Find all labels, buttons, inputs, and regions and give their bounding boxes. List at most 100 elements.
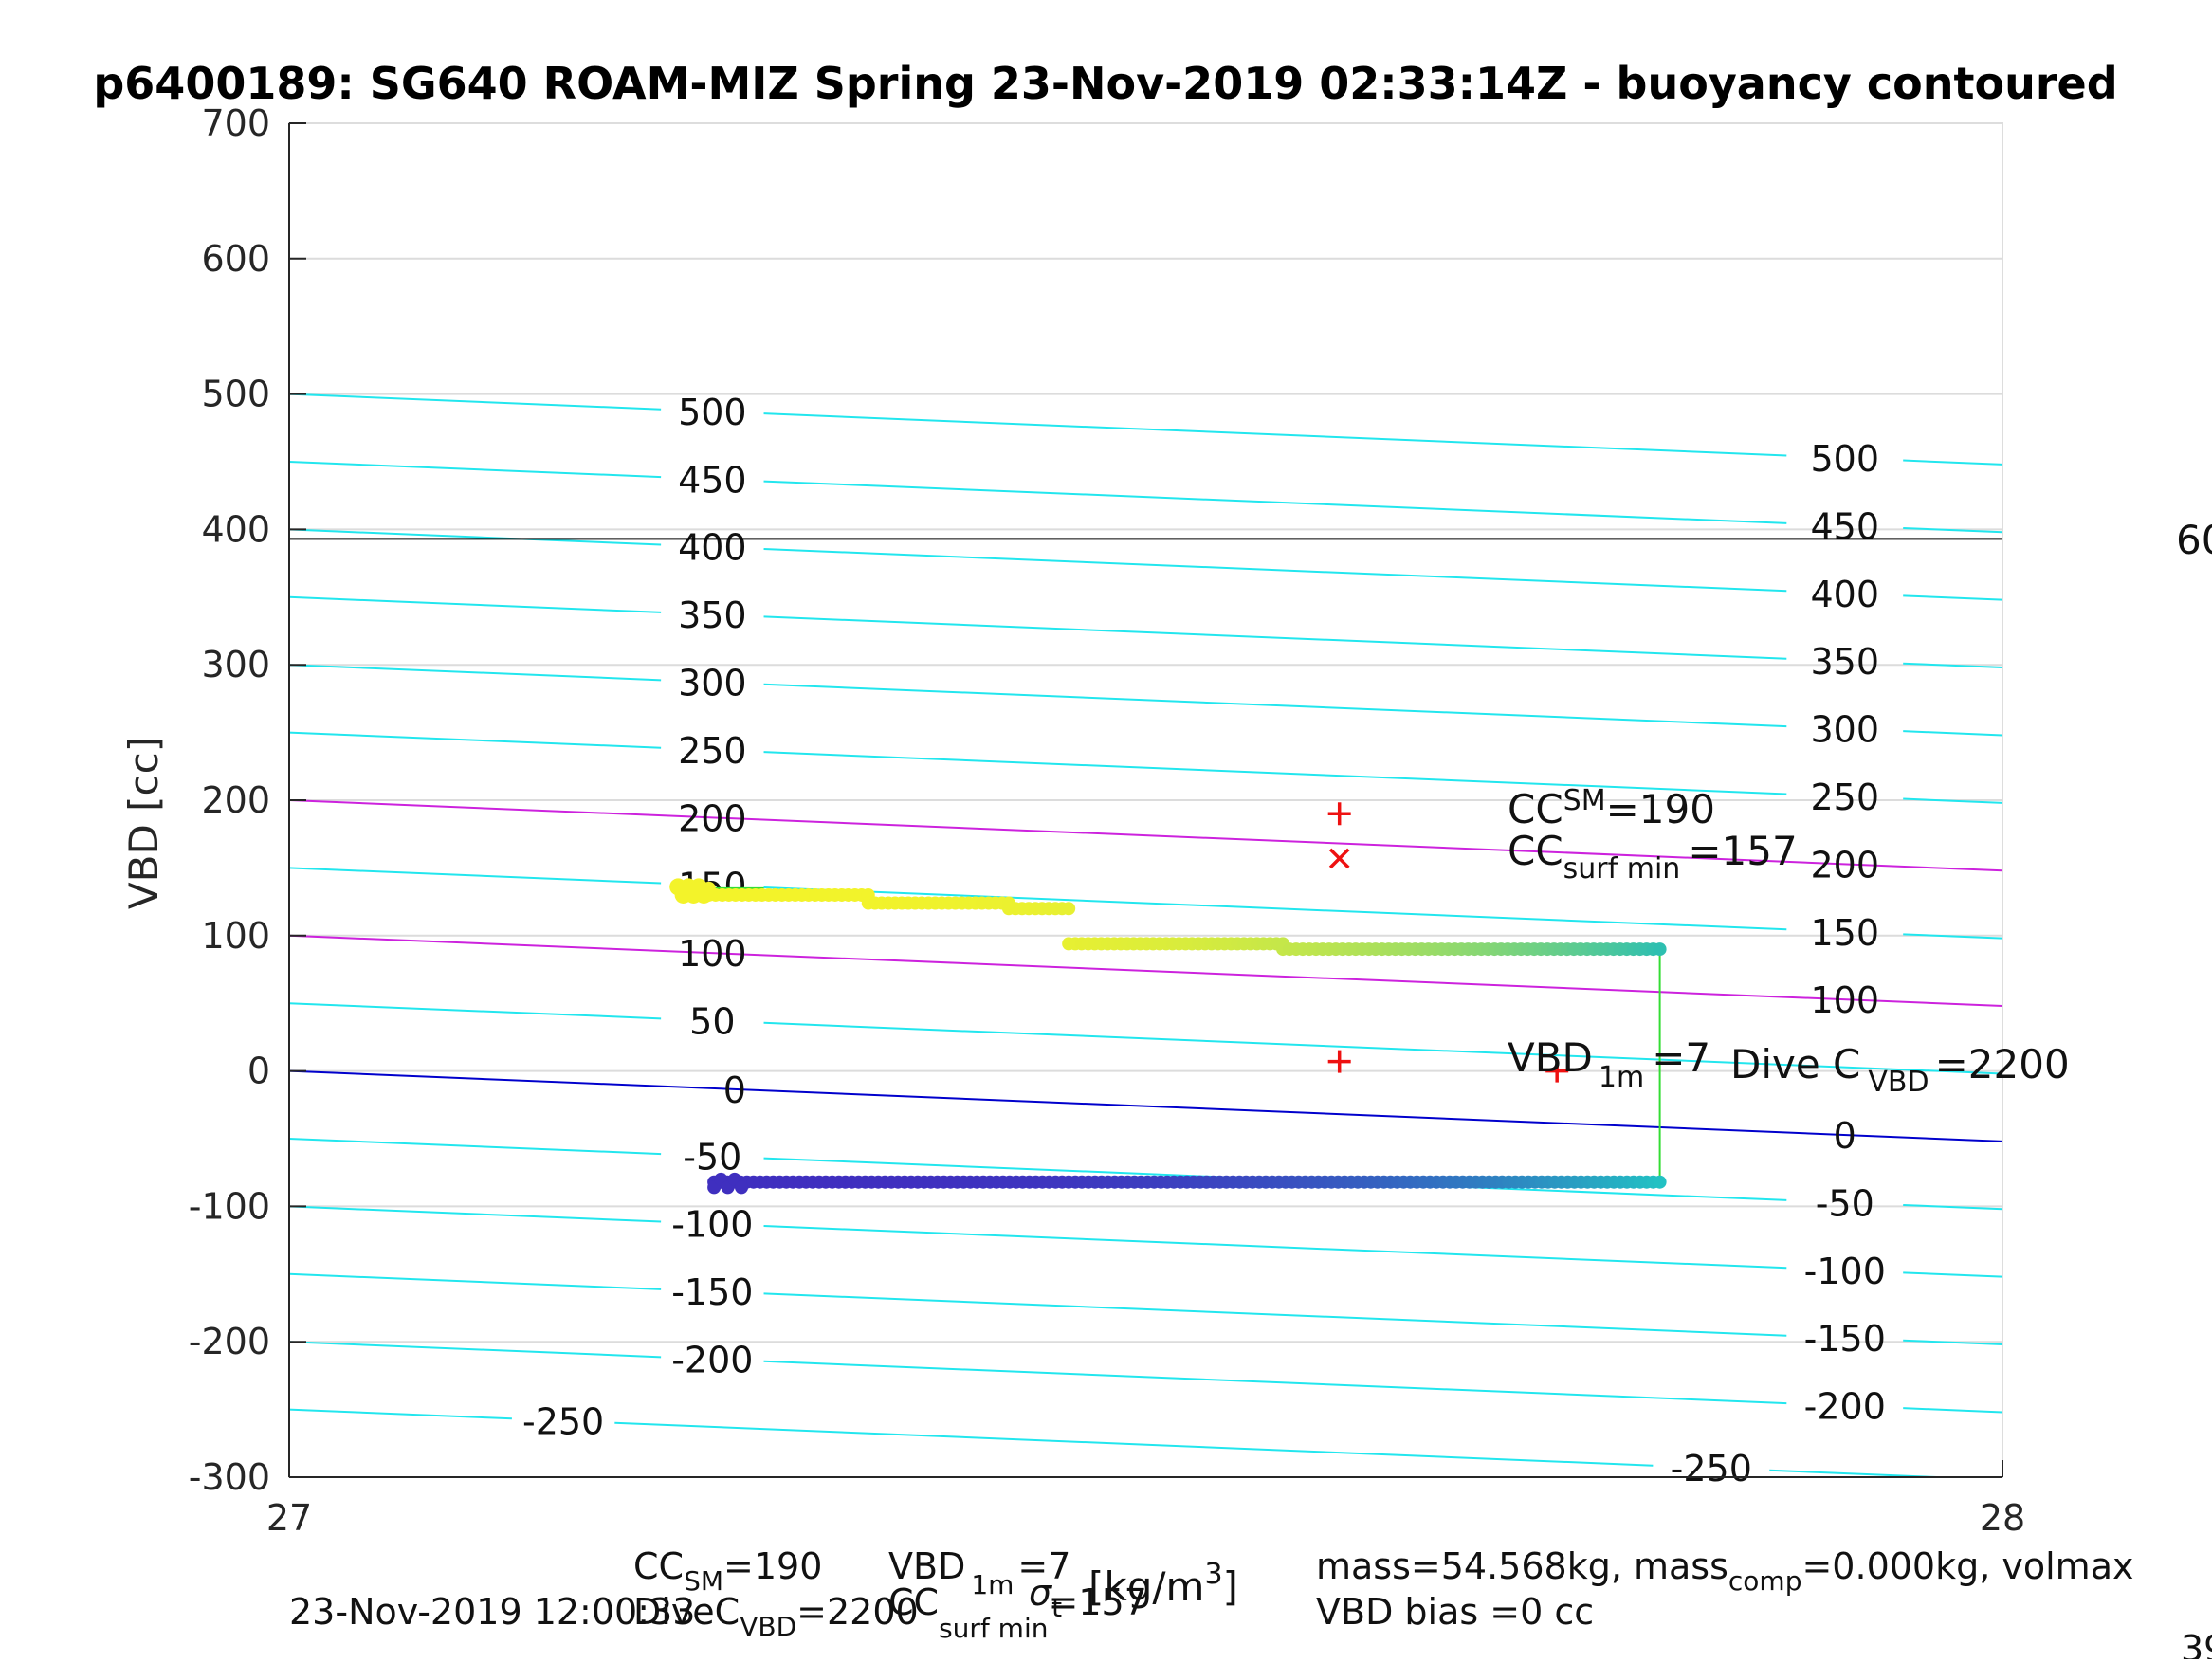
- contour-label-left: 350: [678, 594, 747, 636]
- contour-label-right: 250: [1810, 777, 1879, 818]
- contour-line: [288, 664, 662, 682]
- contour-line: [288, 595, 662, 613]
- y-tick-label: 300: [201, 644, 270, 685]
- contour-label-right: -50: [1816, 1182, 1874, 1224]
- footer-cc-surf-min: CCsurf min=157: [888, 1581, 1147, 1644]
- contour-line: [1903, 730, 2003, 737]
- marker-cross: [1328, 848, 1350, 869]
- y-axis-label: VBD [cc]: [120, 737, 167, 909]
- contour-label-left: 100: [678, 933, 747, 975]
- contour-line: [288, 461, 662, 479]
- y-tick-label: 500: [201, 374, 270, 415]
- contour-label-right: -200: [1804, 1386, 1886, 1428]
- y-tick-label: 600: [201, 238, 270, 280]
- contour-label-right: 0: [1834, 1115, 1856, 1157]
- contour-line: [288, 1341, 662, 1359]
- contour-label-right: -250: [1671, 1448, 1752, 1489]
- y-tick-label: -300: [189, 1456, 270, 1498]
- contour-line: [1903, 594, 2003, 601]
- contour-line: [1903, 1339, 2003, 1346]
- contour-line: [614, 1421, 1654, 1467]
- contour-label-left: 0: [723, 1069, 746, 1111]
- y-tick-label: 200: [201, 779, 270, 821]
- y-tick-label: -200: [189, 1321, 270, 1362]
- contour-label-right: 200: [1810, 844, 1879, 886]
- markers: [1327, 802, 1569, 1083]
- contour-line: [288, 1408, 512, 1420]
- contour-label-right: 150: [1810, 912, 1879, 954]
- contour-line: [763, 751, 1787, 795]
- contour-line: [1903, 933, 2003, 940]
- x-axis-unit: [kg/m3]: [1088, 1558, 1238, 1610]
- y-tick-label: 0: [247, 1051, 270, 1092]
- contour-label-left: 200: [678, 797, 747, 839]
- footer-date: 23-Nov-2019 12:00:33: [289, 1591, 695, 1633]
- y-tick-label: 100: [201, 915, 270, 957]
- data-series: [669, 878, 1667, 1195]
- footer-vbd-bias: VBD bias =0 cc: [1316, 1591, 1594, 1633]
- contour-label-right: 450: [1810, 505, 1879, 547]
- contour-line: [1903, 459, 2003, 466]
- data-point: [1653, 1175, 1667, 1189]
- contour-label-left: -250: [522, 1400, 604, 1442]
- contour-label-left: 500: [678, 392, 747, 433]
- contour-line: [763, 480, 1787, 524]
- contour-label-left: 400: [678, 527, 747, 569]
- contour-line: [763, 1224, 1787, 1270]
- footer-cc-sm: CCSM=190: [633, 1545, 822, 1597]
- data-point: [695, 886, 713, 904]
- contour-label-left: -150: [671, 1271, 753, 1313]
- contour-label-left: 450: [678, 459, 747, 501]
- contour-label-right: 350: [1810, 641, 1879, 683]
- x-axis-sigma: σt: [1029, 1572, 1062, 1623]
- data-point: [735, 1180, 749, 1195]
- contour-line: [288, 867, 662, 885]
- contour-label-left: 50: [689, 1001, 735, 1043]
- data-point: [1062, 902, 1076, 916]
- contour-line: [763, 412, 1787, 457]
- contour-line: [763, 1021, 2003, 1075]
- annotation-cc-surf-min: CCsurf min =157: [1508, 828, 1798, 886]
- footer-mass: mass=54.568kg, masscomp=0.000kg, volmax: [1316, 1545, 2133, 1597]
- contour-line: [1903, 526, 2003, 534]
- contour-label-left: -50: [683, 1136, 741, 1178]
- contour-line: [1903, 1407, 2003, 1414]
- contour-label-right: 400: [1810, 574, 1879, 615]
- contour-line: [288, 1138, 662, 1156]
- footer-corner: 39: [2181, 1628, 2212, 1659]
- y-tick-label: 400: [201, 508, 270, 550]
- contour-line: [288, 799, 2003, 872]
- footer-divec-vbd: DiveCVBD=2200: [633, 1591, 919, 1642]
- y-tick-label: 700: [201, 102, 270, 144]
- x-tick-label: 27: [266, 1497, 312, 1539]
- contour-line: [763, 615, 1787, 660]
- y-tick-label: -100: [189, 1185, 270, 1227]
- data-point: [1653, 942, 1667, 957]
- contour-line: [288, 1272, 662, 1290]
- contour-label-left: -100: [671, 1204, 753, 1246]
- contour-label-right: 500: [1810, 438, 1879, 480]
- contour-label-left: 300: [678, 663, 747, 704]
- x-tick-label: 28: [1980, 1497, 2025, 1539]
- contour-line: [1903, 662, 2003, 669]
- contour-line: [288, 934, 2003, 1008]
- contour-lines: -250 -250 -200 -200 -150 -150 -100 -100 -50 -50 50…: [288, 392, 2003, 1489]
- contour-line: [763, 547, 1787, 593]
- annotation-dive-c-vbd: Dive C VBD =2200: [1730, 1041, 2070, 1099]
- contour-line: [288, 1069, 2003, 1142]
- contour-line: [763, 683, 1787, 728]
- contour-label-right: 300: [1810, 709, 1879, 751]
- footer-vbd-1m: VBD 1m =7: [888, 1545, 1070, 1600]
- contour-label-right: -150: [1804, 1318, 1886, 1360]
- annotation-dive-c-overlap: 60: [2176, 517, 2212, 563]
- annotation-vbd-1m: VBD 1m =7: [1508, 1034, 1710, 1094]
- chart-title: p6400189: SG640 ROAM-MIZ Spring 23-Nov-2…: [93, 58, 2117, 109]
- contour-label-right: -100: [1804, 1251, 1886, 1292]
- contour-line: [288, 731, 662, 749]
- contour-line: [288, 1205, 662, 1223]
- contour-line: [763, 1292, 1787, 1337]
- contour-line: [1903, 1203, 2003, 1211]
